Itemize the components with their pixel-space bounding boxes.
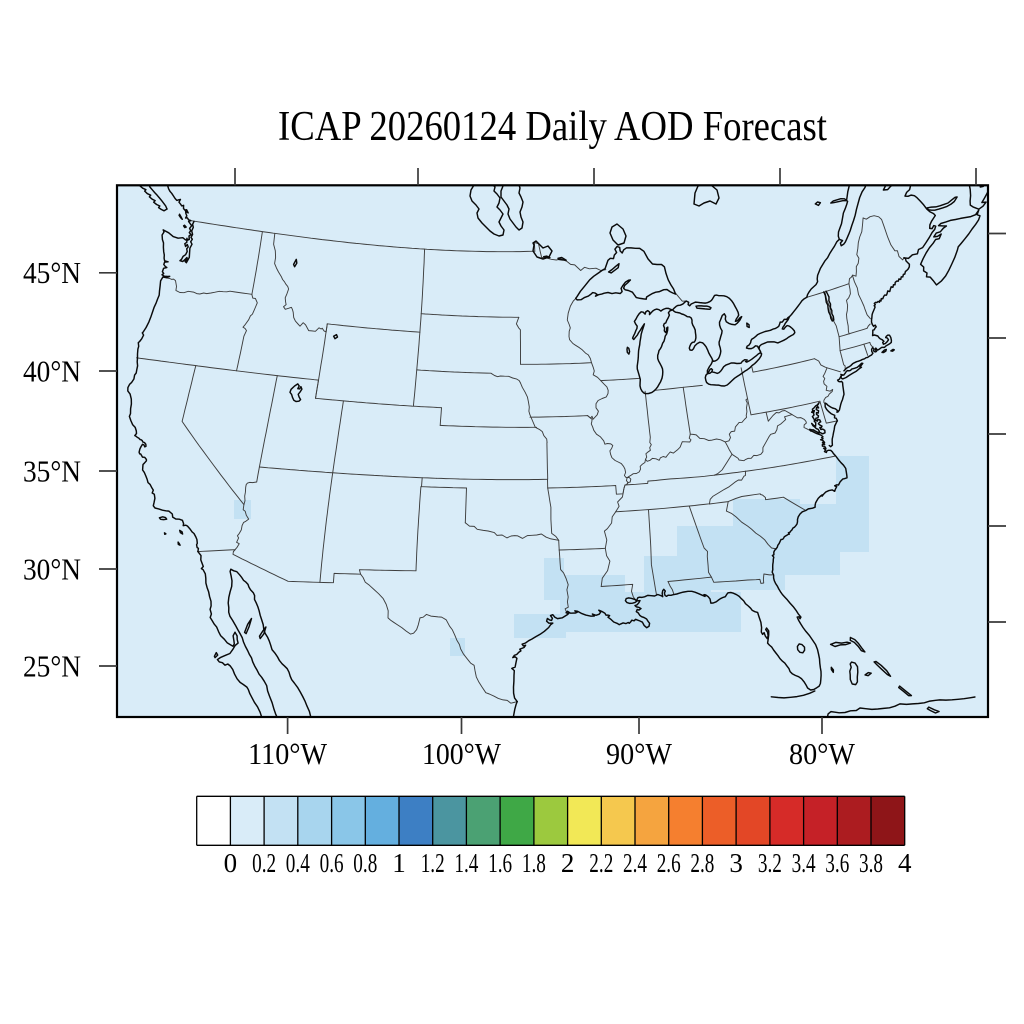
svg-text:0: 0	[224, 848, 238, 878]
svg-text:1.4: 1.4	[454, 848, 478, 878]
svg-text:4: 4	[898, 848, 912, 878]
svg-text:3.6: 3.6	[825, 848, 849, 878]
svg-text:0.4: 0.4	[286, 848, 310, 878]
svg-text:0.8: 0.8	[353, 848, 377, 878]
svg-text:80°W: 80°W	[789, 737, 855, 771]
svg-text:2.6: 2.6	[657, 848, 681, 878]
svg-text:25°N: 25°N	[23, 649, 81, 683]
svg-text:1.2: 1.2	[421, 848, 445, 878]
svg-text:35°N: 35°N	[23, 454, 81, 488]
svg-text:3.2: 3.2	[758, 848, 782, 878]
svg-text:90°W: 90°W	[606, 737, 672, 771]
svg-text:3: 3	[729, 848, 743, 878]
svg-text:3.4: 3.4	[792, 848, 816, 878]
svg-text:1.8: 1.8	[522, 848, 546, 878]
svg-text:40°N: 40°N	[23, 354, 81, 388]
svg-text:2: 2	[561, 848, 575, 878]
svg-text:ICAP 20260124 Daily AOD Foreca: ICAP 20260124 Daily AOD Forecast	[278, 104, 827, 150]
svg-text:30°N: 30°N	[23, 552, 81, 586]
svg-text:1: 1	[392, 848, 406, 878]
svg-text:45°N: 45°N	[23, 256, 81, 290]
svg-text:2.2: 2.2	[589, 848, 613, 878]
svg-text:0.6: 0.6	[320, 848, 344, 878]
svg-text:3.8: 3.8	[859, 848, 883, 878]
svg-text:110°W: 110°W	[248, 737, 327, 771]
svg-text:100°W: 100°W	[422, 737, 501, 771]
svg-text:0.2: 0.2	[252, 848, 276, 878]
svg-text:2.8: 2.8	[690, 848, 714, 878]
svg-text:1.6: 1.6	[488, 848, 512, 878]
svg-text:2.4: 2.4	[623, 848, 647, 878]
